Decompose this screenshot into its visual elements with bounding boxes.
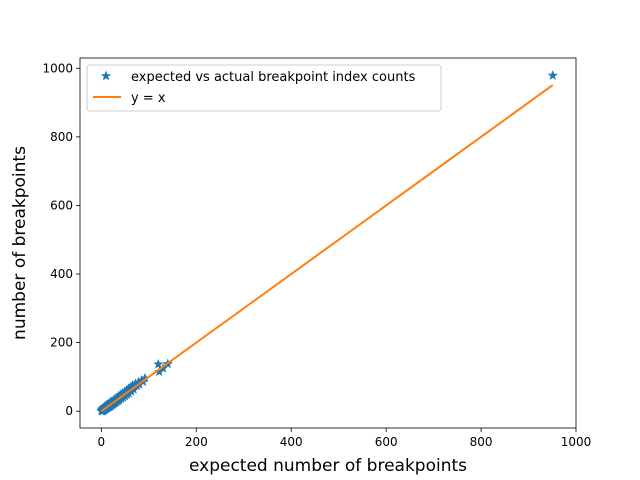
x-tick-label: 0 bbox=[98, 435, 106, 449]
scatter-point bbox=[153, 358, 164, 369]
legend: expected vs actual breakpoint index coun… bbox=[86, 64, 442, 112]
y-tick-label: 200 bbox=[50, 336, 73, 350]
y-tick-label: 600 bbox=[50, 198, 73, 212]
legend-box bbox=[86, 64, 442, 112]
y-tick-label: 0 bbox=[65, 404, 73, 418]
y-tick-label: 1000 bbox=[42, 61, 73, 75]
y-axis-label: number of breakpoints bbox=[10, 146, 30, 340]
legend-entry-line: y = x bbox=[131, 91, 166, 106]
x-tick-label: 600 bbox=[375, 435, 398, 449]
x-tick-label: 400 bbox=[280, 435, 303, 449]
legend-star-marker bbox=[100, 70, 112, 81]
x-axis-label: expected number of breakpoints bbox=[189, 456, 467, 476]
plot-area bbox=[96, 70, 558, 416]
x-tick-label: 200 bbox=[185, 435, 208, 449]
series-line-y-equals-x bbox=[100, 84, 554, 413]
y-tick-label: 400 bbox=[50, 267, 73, 281]
legend-star bbox=[100, 70, 112, 81]
x-tick-label: 800 bbox=[470, 435, 493, 449]
legend-entry-scatter: expected vs actual breakpoint index coun… bbox=[131, 70, 416, 85]
y-tick-label: 800 bbox=[50, 130, 73, 144]
x-tick-label: 1000 bbox=[561, 435, 592, 449]
x-axis: 0 200 400 600 800 1000 bbox=[98, 428, 592, 449]
scatter-point bbox=[547, 70, 558, 80]
plot-frame bbox=[79, 57, 577, 429]
y-axis: 0 200 400 600 800 1000 bbox=[42, 61, 80, 418]
